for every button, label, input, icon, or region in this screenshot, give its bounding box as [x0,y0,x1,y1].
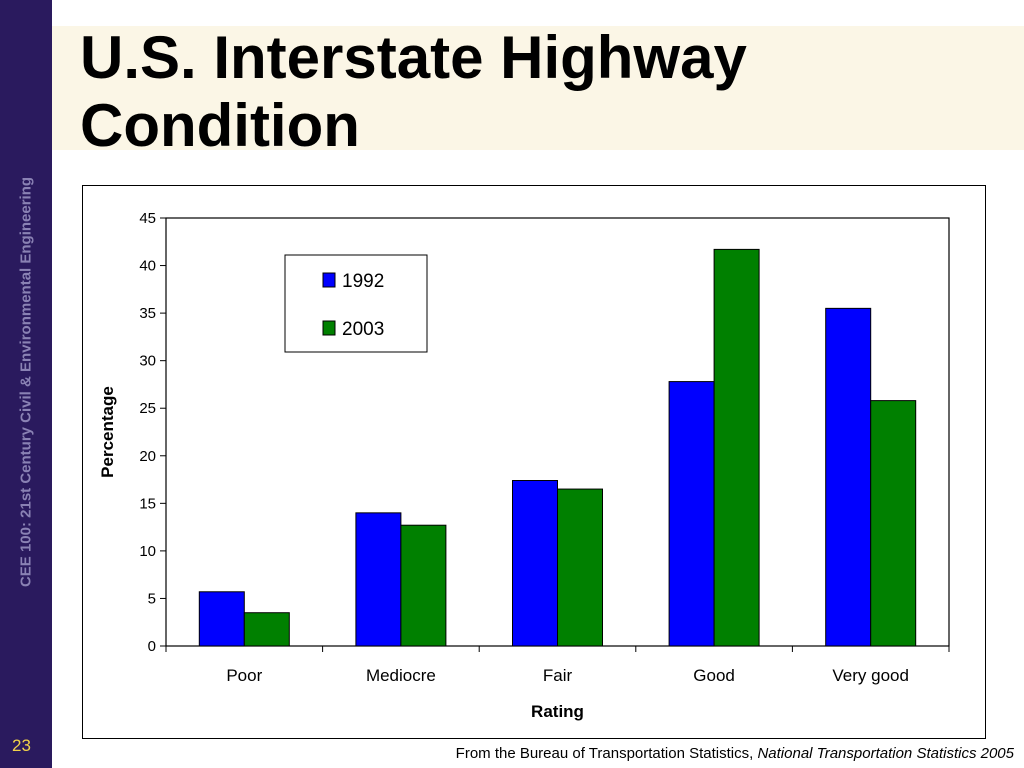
bar-1992 [355,512,402,647]
slide-title: U.S. Interstate Highway Condition [80,24,747,159]
y-tick-label: 20 [139,448,156,465]
page-number: 23 [12,736,31,755]
bar-1992 [512,480,558,647]
y-tick-label: 0 [148,638,156,655]
y-axis-title: Percentage [98,386,117,478]
source-prefix: From the Bureau of Transportation Statis… [455,745,758,762]
bar-2003 [713,248,760,647]
bar-1992 [668,381,715,647]
source-publication: National Transportation Statistics 2005 [757,745,1014,762]
y-tick-label: 45 [139,210,156,227]
x-tick-label: Good [693,666,735,685]
bar-2003 [870,400,917,647]
x-axis-title: Rating [531,702,584,721]
x-tick-label: Poor [226,666,262,685]
y-tick-label: 10 [139,543,156,560]
bar-2003 [243,612,290,647]
bar-chart: 0 5 10 15 20 25 30 35 40 45 Poor Mediocre Fair Good Ve… [98,210,950,721]
bar-1992 [198,591,245,647]
chart-frame: 0 5 10 15 20 25 30 35 40 45 Poor Mediocre Fair Good Ve… [82,185,986,739]
source-citation: From the Bureau of Transportation Statis… [456,745,1014,762]
sidebar: CEE 100: 21st Century Civil & Environmen… [0,0,52,768]
bar-1992 [825,307,872,647]
legend-swatch-2003 [322,320,336,336]
legend-swatch-1992 [322,272,336,288]
x-tick-label: Fair [543,666,573,685]
y-tick-label: 35 [139,305,156,322]
y-tick-label: 40 [139,258,156,275]
y-tick-label: 15 [139,495,156,512]
bar-2003 [557,488,603,647]
y-tick-label: 5 [148,590,156,607]
y-tick-label: 25 [139,400,156,417]
legend-box [284,254,428,353]
bar-2003 [400,524,447,647]
title-band [52,26,1024,150]
sidebar-course-label: CEE 100: 21st Century Civil & Environmen… [17,176,35,588]
legend-label-1992: 1992 [342,271,384,292]
y-tick-label: 30 [139,353,156,370]
x-tick-label: Mediocre [366,666,436,685]
legend-label-2003: 2003 [342,319,384,340]
x-tick-label: Very good [832,666,909,685]
